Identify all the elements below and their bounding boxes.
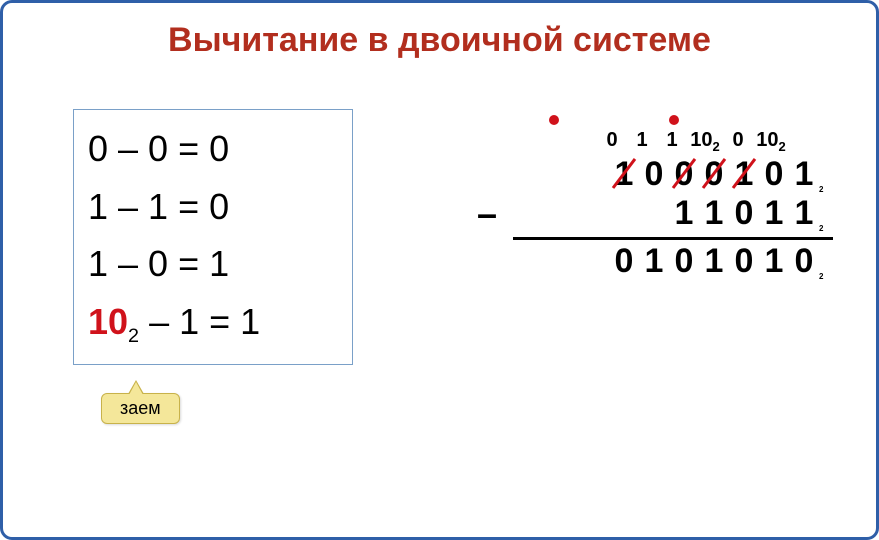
result-line: [513, 237, 833, 240]
digit: 0: [597, 129, 627, 152]
borrow-callout: заем: [101, 393, 180, 424]
base-subscript: 2: [819, 224, 833, 233]
digit: 1: [699, 194, 729, 233]
digit: 1: [699, 242, 729, 281]
digit: 102: [687, 129, 723, 155]
rule-3: 1 – 0 = 1: [88, 235, 338, 293]
digit: 1: [759, 242, 789, 281]
borrow-dot: [549, 115, 559, 125]
digit: 1: [657, 129, 687, 152]
digit: 0: [669, 242, 699, 281]
base-subscript: 2: [819, 272, 833, 281]
digit: 0: [723, 129, 753, 152]
digit: 0: [789, 242, 819, 281]
rule-4: 102 – 1 = 1: [88, 293, 338, 353]
digit: 102: [753, 129, 789, 155]
dot-row: [513, 111, 833, 129]
rule-2: 1 – 1 = 0: [88, 178, 338, 236]
digit: 0: [729, 242, 759, 281]
digit: 0: [729, 194, 759, 233]
digit: 1: [609, 155, 639, 194]
digit: 0: [609, 242, 639, 281]
base-subscript: 2: [819, 185, 833, 194]
digit: 1: [729, 155, 759, 194]
minuend-row: 10001012: [513, 155, 833, 194]
rule-4-prefix: 10: [88, 301, 128, 342]
rules-box: 0 – 0 = 0 1 – 1 = 0 1 – 0 = 1 102 – 1 = …: [73, 109, 353, 365]
result-row: 01010102: [513, 242, 833, 281]
slide-frame: Вычитание в двоичной системе 0 – 0 = 0 1…: [0, 0, 879, 540]
digit: 0: [699, 155, 729, 194]
slide-title: Вычитание в двоичной системе: [3, 21, 876, 60]
worked-example: 0111020102 10001012 110112 01010102 –: [513, 111, 833, 281]
digit: 0: [759, 155, 789, 194]
digit: 1: [789, 194, 819, 233]
digit: 1: [627, 129, 657, 152]
rule-4-rest: – 1 = 1: [139, 301, 260, 342]
borrow-callout-label: заем: [120, 398, 161, 418]
digit: 1: [759, 194, 789, 233]
digit: 0: [669, 155, 699, 194]
rule-4-sub: 2: [128, 325, 139, 347]
digit: 1: [639, 242, 669, 281]
subtrahend-row: 110112: [513, 194, 833, 233]
rule-1: 0 – 0 = 0: [88, 120, 338, 178]
borrow-row: 0111020102: [513, 129, 833, 155]
digit: 0: [639, 155, 669, 194]
borrow-dot: [669, 115, 679, 125]
digit: 1: [789, 155, 819, 194]
digit: 1: [669, 194, 699, 233]
minus-sign: –: [477, 193, 497, 235]
